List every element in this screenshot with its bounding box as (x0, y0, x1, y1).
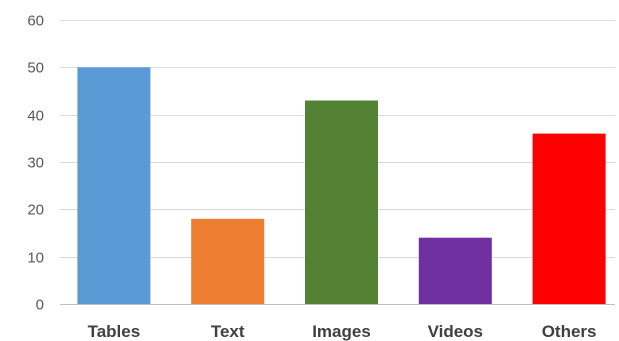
x-category-label: Tables (88, 322, 141, 341)
x-category-label: Others (542, 322, 597, 341)
y-tick-label: 0 (36, 297, 44, 314)
x-axis-categories: Tables Text Images Videos Others (88, 322, 597, 341)
y-tick-label: 60 (27, 13, 44, 30)
bar-images (305, 100, 378, 304)
x-category-label: Videos (428, 322, 483, 341)
y-axis-ticks: 0 10 20 30 40 50 60 (27, 13, 44, 314)
y-tick-label: 40 (27, 108, 44, 125)
x-category-label: Images (312, 322, 371, 341)
bars (77, 67, 606, 304)
y-tick-label: 30 (27, 155, 44, 172)
y-tick-label: 10 (27, 250, 44, 267)
x-category-label: Text (211, 322, 245, 341)
y-tick-label: 20 (27, 202, 44, 219)
bar-tables (77, 67, 151, 304)
bar-text (191, 218, 265, 304)
bar-others (532, 133, 606, 304)
y-tick-label: 50 (27, 60, 44, 77)
bar-videos (418, 237, 492, 304)
